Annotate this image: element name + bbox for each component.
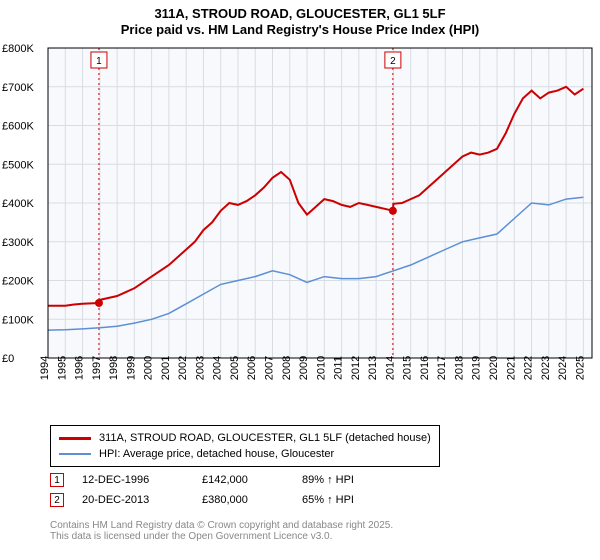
svg-text:2017: 2017	[436, 356, 448, 380]
title-block: 311A, STROUD ROAD, GLOUCESTER, GL1 5LF P…	[0, 0, 600, 39]
sales-table: 1 12-DEC-1996 £142,000 89% ↑ HPI 2 20-DE…	[50, 470, 402, 510]
svg-text:2020: 2020	[488, 356, 500, 380]
svg-text:2024: 2024	[557, 356, 569, 380]
svg-text:£200K: £200K	[2, 276, 34, 288]
sale-row-1: 1 12-DEC-1996 £142,000 89% ↑ HPI	[50, 470, 402, 490]
svg-text:2022: 2022	[523, 356, 535, 380]
svg-text:2006: 2006	[246, 356, 258, 380]
svg-text:1999: 1999	[125, 356, 137, 380]
title-line-1: 311A, STROUD ROAD, GLOUCESTER, GL1 5LF	[0, 6, 600, 21]
svg-text:£700K: £700K	[2, 82, 34, 94]
sale-row-2: 2 20-DEC-2013 £380,000 65% ↑ HPI	[50, 490, 402, 510]
legend-item-1: 311A, STROUD ROAD, GLOUCESTER, GL1 5LF (…	[59, 430, 431, 446]
svg-text:2004: 2004	[212, 356, 224, 380]
copyright-line-2: This data is licensed under the Open Gov…	[50, 531, 393, 542]
svg-text:2011: 2011	[333, 356, 345, 380]
sale-date-2: 20-DEC-2013	[82, 494, 202, 506]
legend-label-1: 311A, STROUD ROAD, GLOUCESTER, GL1 5LF (…	[99, 432, 431, 444]
svg-text:£400K: £400K	[2, 198, 34, 210]
svg-text:£0: £0	[2, 353, 14, 365]
svg-text:£100K: £100K	[2, 314, 34, 326]
svg-text:2001: 2001	[160, 356, 172, 380]
svg-text:2015: 2015	[402, 356, 414, 380]
sale-price-1: £142,000	[202, 474, 302, 486]
svg-text:2019: 2019	[471, 356, 483, 380]
svg-text:2005: 2005	[229, 356, 241, 380]
svg-text:2014: 2014	[384, 356, 396, 380]
svg-text:2003: 2003	[194, 356, 206, 380]
svg-text:2010: 2010	[315, 356, 327, 380]
svg-text:2018: 2018	[453, 356, 465, 380]
legend-swatch-2	[59, 453, 91, 455]
svg-text:2000: 2000	[143, 356, 155, 380]
svg-text:£500K: £500K	[2, 159, 34, 171]
svg-text:2007: 2007	[264, 356, 276, 380]
svg-text:2012: 2012	[350, 356, 362, 380]
copyright: Contains HM Land Registry data © Crown c…	[50, 520, 393, 542]
sale-marker-2: 2	[50, 493, 64, 507]
svg-text:£800K: £800K	[2, 43, 34, 55]
svg-text:1: 1	[96, 56, 102, 67]
chart-area: £0 £100K £200K £300K £400K £500K £600K £700K £80…	[0, 40, 600, 420]
legend-item-2: HPI: Average price, detached house, Glou…	[59, 446, 431, 462]
copyright-line-1: Contains HM Land Registry data © Crown c…	[50, 520, 393, 531]
legend-swatch-1	[59, 437, 91, 440]
svg-text:1994: 1994	[39, 356, 51, 380]
svg-text:2023: 2023	[540, 356, 552, 380]
chart-container: 311A, STROUD ROAD, GLOUCESTER, GL1 5LF P…	[0, 0, 600, 560]
svg-text:2: 2	[390, 56, 396, 67]
sale-date-1: 12-DEC-1996	[82, 474, 202, 486]
svg-text:£300K: £300K	[2, 237, 34, 249]
svg-text:2002: 2002	[177, 356, 189, 380]
svg-text:2013: 2013	[367, 356, 379, 380]
svg-text:2021: 2021	[505, 356, 517, 380]
svg-text:1997: 1997	[91, 356, 103, 380]
svg-text:2016: 2016	[419, 356, 431, 380]
sale-marker-1: 1	[50, 473, 64, 487]
legend: 311A, STROUD ROAD, GLOUCESTER, GL1 5LF (…	[50, 425, 440, 467]
svg-text:2025: 2025	[574, 356, 586, 380]
svg-text:1995: 1995	[56, 356, 68, 380]
sale-price-2: £380,000	[202, 494, 302, 506]
sale-hpi-2: 65% ↑ HPI	[302, 494, 402, 506]
svg-text:1998: 1998	[108, 356, 120, 380]
svg-text:2009: 2009	[298, 356, 310, 380]
sale-hpi-1: 89% ↑ HPI	[302, 474, 402, 486]
svg-text:£600K: £600K	[2, 121, 34, 133]
chart-svg: £0 £100K £200K £300K £400K £500K £600K £700K £80…	[0, 40, 600, 420]
svg-text:1996: 1996	[74, 356, 86, 380]
svg-text:2008: 2008	[281, 356, 293, 380]
legend-label-2: HPI: Average price, detached house, Glou…	[99, 448, 334, 460]
title-line-2: Price paid vs. HM Land Registry's House …	[0, 22, 600, 37]
